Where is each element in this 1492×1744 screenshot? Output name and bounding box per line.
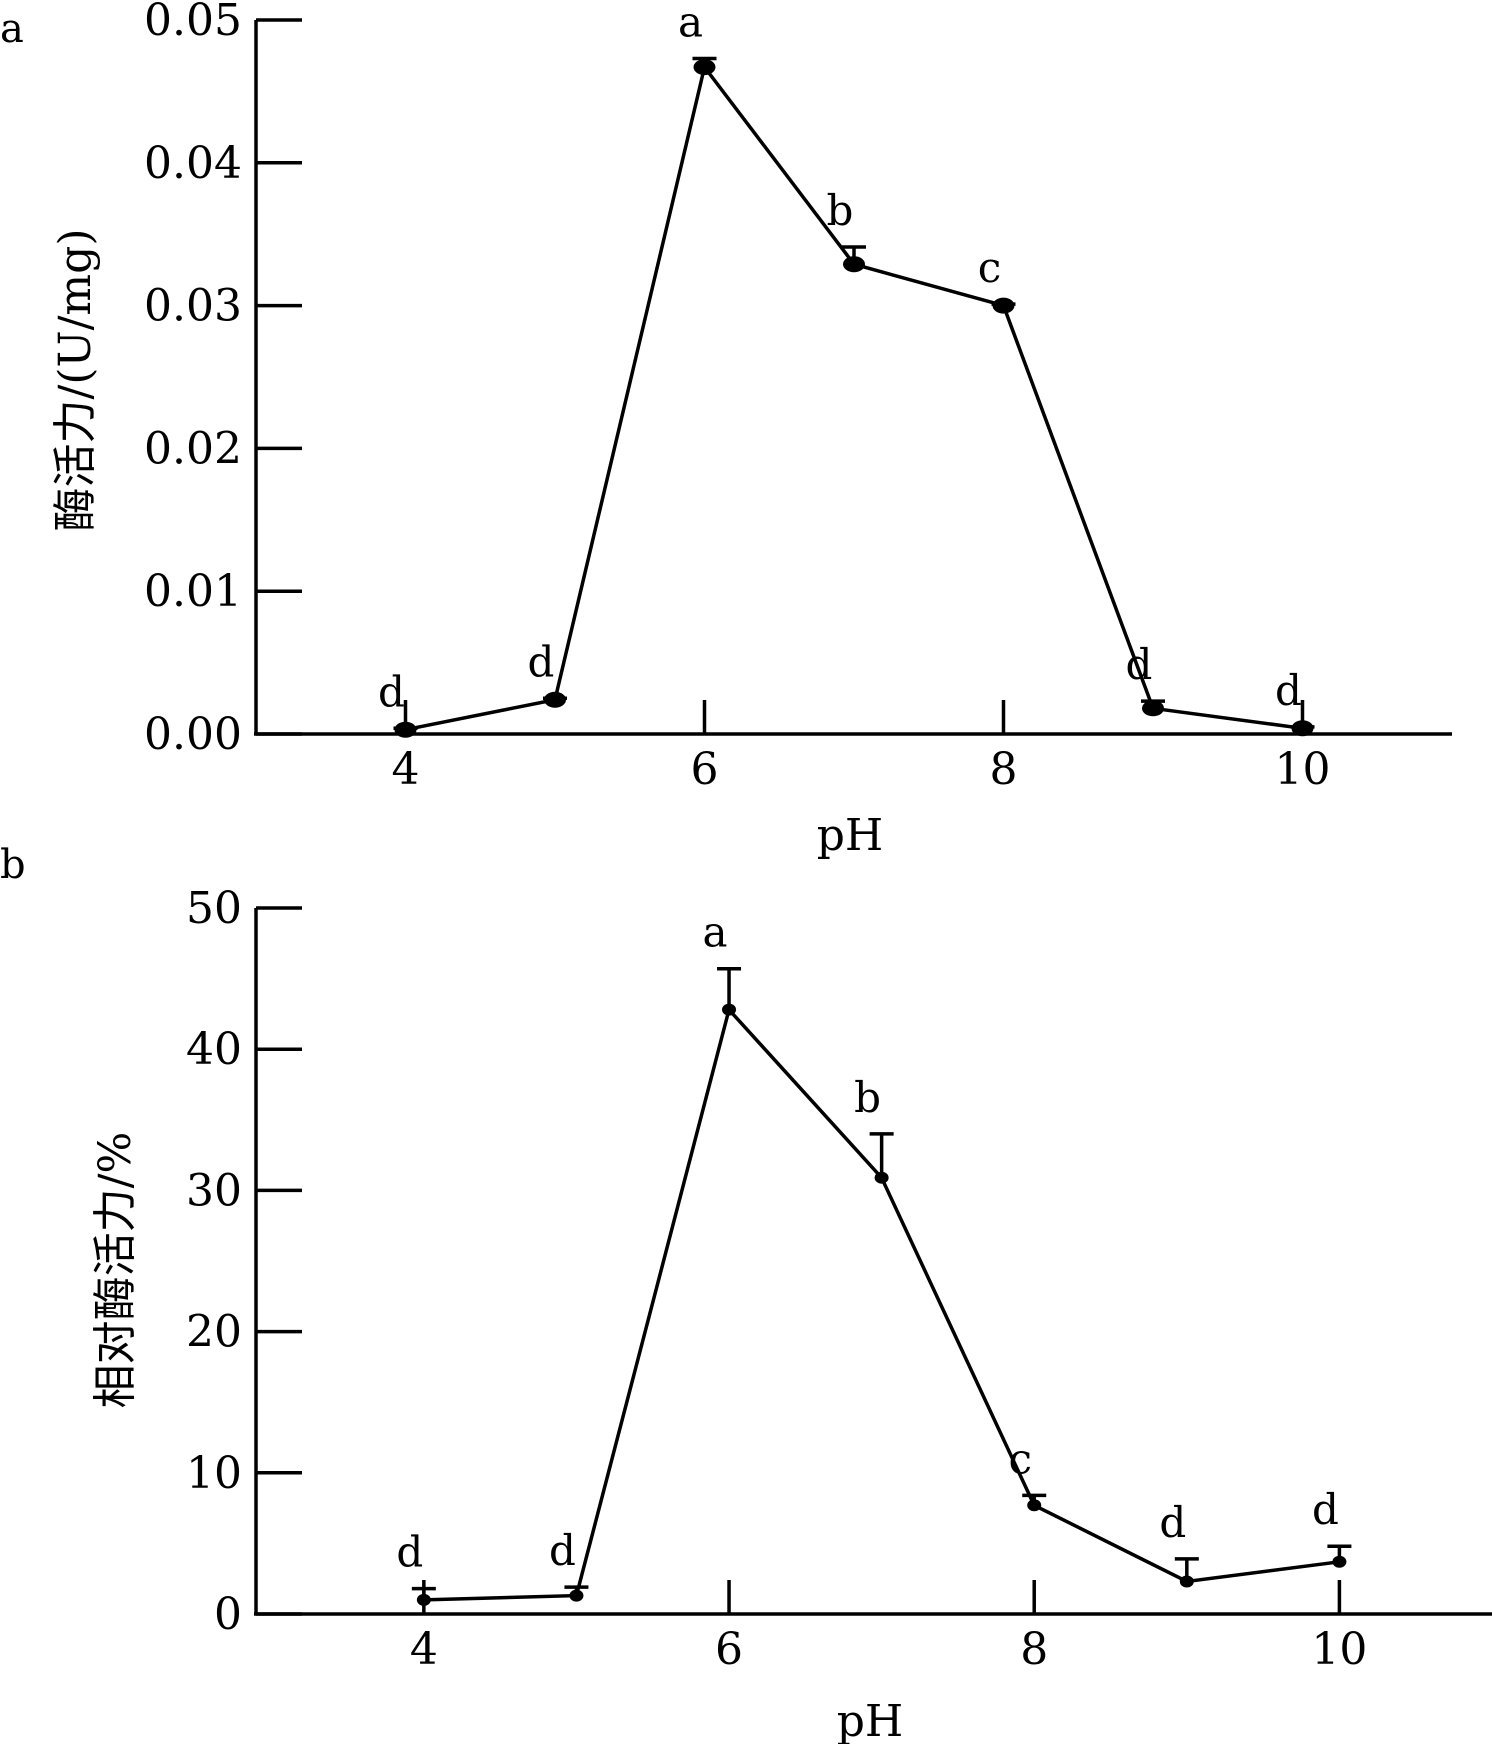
data-point (722, 1003, 737, 1016)
panel-b-x-axis-title: pH (837, 1696, 904, 1744)
significance-label: b (854, 1073, 881, 1122)
y-tick-label: 10 (186, 1448, 242, 1499)
panel-b-y-axis-title: 相对酶活力/% (90, 1132, 141, 1409)
y-tick-label: 50 (186, 883, 242, 934)
panel-a-x-axis-title: pH (817, 810, 884, 861)
y-tick-label: 0.05 (144, 0, 242, 46)
panel-a-y-ticks: 0.00 0.01 0.02 0.03 0.04 0.05 (144, 0, 302, 760)
y-tick-label: 0.02 (144, 423, 242, 474)
y-tick-label: 20 (186, 1307, 242, 1358)
panel-b-label: b (0, 842, 26, 888)
significance-label: c (978, 243, 1002, 292)
panel-a-x-ticks: 4 6 8 10 (392, 700, 1331, 795)
y-tick-label: 0.03 (144, 281, 242, 332)
panel-a-y-axis-title: 酶活力/(U/mg) (50, 229, 101, 532)
y-tick-label: 40 (186, 1024, 242, 1075)
x-tick-label: 8 (1020, 1624, 1048, 1675)
panel-b-y-ticks: 0 10 20 30 40 50 (186, 883, 302, 1640)
y-tick-label: 0.00 (144, 709, 242, 760)
x-tick-label: 8 (990, 744, 1018, 795)
x-tick-label: 4 (410, 1624, 438, 1675)
significance-label: d (1126, 640, 1153, 689)
data-point (394, 721, 417, 738)
data-point (693, 59, 716, 76)
significance-label: b (827, 186, 854, 235)
data-point (1179, 1575, 1194, 1588)
panel-a-series: d d a b c d d (378, 0, 1315, 738)
significance-label: d (1275, 666, 1302, 715)
panel-b: b 0 10 20 30 40 50 4 6 8 10 pH 相对酶活力/% d d a b c d d (0, 842, 1492, 1744)
x-tick-label: 10 (1275, 744, 1331, 795)
significance-label: a (678, 0, 703, 47)
y-tick-label: 0.01 (144, 566, 242, 617)
data-point (992, 297, 1015, 314)
series-line (405, 63, 1303, 732)
significance-label: c (1008, 1434, 1032, 1483)
y-tick-label: 30 (186, 1165, 242, 1216)
x-tick-label: 10 (1311, 1624, 1367, 1675)
data-point (1142, 700, 1164, 717)
significance-label: d (1312, 1485, 1339, 1534)
data-point (544, 691, 566, 708)
data-point (1332, 1555, 1347, 1568)
series-line (423, 1006, 1340, 1602)
panel-a-label: a (0, 6, 24, 52)
significance-label: d (549, 1526, 576, 1575)
panel-b-x-ticks: 4 6 8 10 (410, 1580, 1367, 1675)
y-tick-label: 0.04 (144, 138, 242, 189)
significance-label: d (378, 667, 405, 716)
significance-label: a (703, 908, 728, 957)
significance-label: d (1159, 1498, 1186, 1547)
data-point (569, 1589, 584, 1602)
panel-b-series: d d a b c d d (396, 908, 1352, 1606)
panel-a: a 0.00 0.01 0.02 0.03 0.04 0.05 4 6 8 10 pH 酶活力/… (0, 0, 1452, 861)
x-tick-label: 6 (691, 744, 719, 795)
significance-label: d (528, 637, 555, 686)
y-tick-label: 0 (214, 1589, 242, 1640)
x-tick-label: 6 (715, 1624, 743, 1675)
data-point (874, 1171, 889, 1184)
data-point (1027, 1499, 1042, 1512)
data-point (843, 256, 865, 273)
significance-label: d (396, 1528, 423, 1577)
x-tick-label: 4 (392, 744, 420, 795)
data-point (416, 1593, 431, 1606)
data-point (1291, 720, 1314, 737)
